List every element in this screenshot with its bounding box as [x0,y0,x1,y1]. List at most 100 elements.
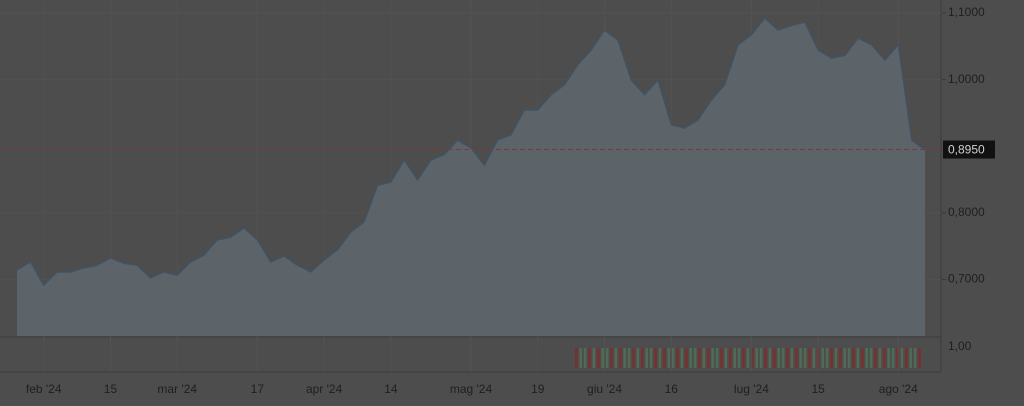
volume-bar [597,348,600,368]
volume-label: 1,00 [948,339,972,353]
volume-bar [812,348,816,368]
volume-bar [583,348,587,368]
volume-bar [746,348,750,368]
volume-bar [676,348,679,368]
volume-bar [883,348,886,368]
volume-bar [658,348,662,368]
volume-bar [878,348,882,368]
volume-bar [614,348,618,368]
volume-bar [737,348,741,368]
volume-bar [843,348,846,368]
volume-bar [781,348,785,368]
volume-bar [742,348,745,368]
volume-bar [667,348,670,368]
volume-bar [711,348,714,368]
volume-bar [707,348,710,368]
y-tick-label: 0,8000 [948,205,985,219]
volume-bar [680,348,684,368]
x-tick-label: 15 [104,382,118,396]
volume-bar [605,348,609,368]
area [17,18,925,337]
price-tag [943,140,995,159]
volume-bar [891,348,895,368]
volume-bar [663,348,666,368]
volume-bar [821,348,824,368]
volume-bar [799,348,802,368]
volume-bar [887,348,890,368]
volume-bar [751,348,754,368]
volume-bar [689,348,692,368]
x-tick-label: mag '24 [450,382,493,396]
volume-bar [575,348,578,368]
volume-bar [759,348,763,368]
volume-bar [698,348,701,368]
volume-bar [808,348,811,368]
x-tick-label: 17 [251,382,265,396]
x-tick-label: 14 [384,382,398,396]
volume-bar [693,348,697,368]
x-tick-label: 15 [811,382,825,396]
volume-bar [834,348,838,368]
volume-bar [777,348,780,368]
price-line [16,17,926,287]
volume-bar [720,348,723,368]
volume-bar [790,348,794,368]
volume-bar [588,348,591,368]
volume-bar [715,348,719,368]
volume-bar [702,348,706,368]
volume-bar [825,348,829,368]
volume-bar [641,348,644,368]
x-tick-label: feb '24 [26,382,62,396]
y-tick-label: 1,1000 [948,5,985,19]
volume-bar [768,348,772,368]
x-tick-label: lug '24 [734,382,769,396]
volume-bar [869,348,873,368]
volume-bar [786,348,789,368]
price-tag-label: 0,8950 [948,143,985,157]
volume-bar [636,348,640,368]
volume-bar [874,348,877,368]
volume-bar [601,348,604,368]
volume-bar [592,348,596,368]
volume-bar [627,348,631,368]
volume-bar [632,348,635,368]
volume-bar [865,348,868,368]
volume-bar [900,348,904,368]
x-tick-label: mar '24 [157,382,197,396]
volume-bar [861,348,864,368]
volume-bar [909,348,912,368]
x-tick-label: 16 [665,382,679,396]
volume-bar [623,348,626,368]
x-tick-label: ago '24 [879,382,918,396]
volume-bar [896,348,899,368]
volume-bar [610,348,613,368]
volume-bar [729,348,732,368]
y-tick-label: 1,0000 [948,72,985,86]
volume-bar [755,348,758,368]
volume-bar [803,348,807,368]
x-tick-label: giu '24 [587,382,622,396]
volume-bar [685,348,688,368]
volume-bar [773,348,776,368]
volume-bar [733,348,736,368]
volume-bar [852,348,855,368]
volume-bar [619,348,622,368]
x-tick-label: 19 [531,382,545,396]
volume-bar [654,348,657,368]
y-tick-label: 0,7000 [948,272,985,286]
volume-bar [795,348,798,368]
volume-bar [724,348,728,368]
volume-bar [905,348,908,368]
volume-bar [839,348,842,368]
volume-bar [913,348,917,368]
volume-bar [856,348,860,368]
volume-bar [847,348,851,368]
volume-bar [645,348,648,368]
volume-bar [764,348,767,368]
volume-bar [649,348,653,368]
volume-bar [830,348,833,368]
volume-bar [579,348,582,368]
volume-bar [918,348,921,368]
